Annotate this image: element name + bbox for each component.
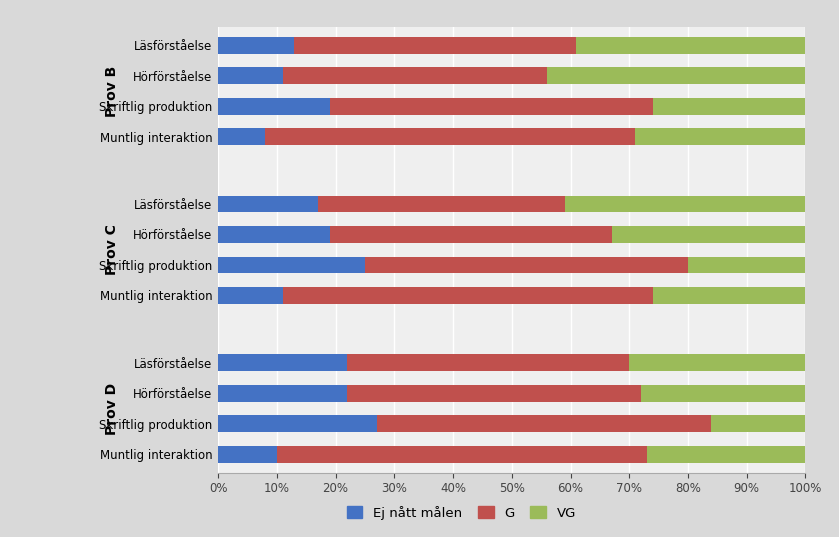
Bar xyxy=(629,354,805,371)
Bar xyxy=(565,195,805,212)
Bar xyxy=(347,354,629,371)
Bar xyxy=(330,226,612,243)
Bar xyxy=(711,415,805,432)
Bar xyxy=(377,415,711,432)
Bar xyxy=(218,195,318,212)
Bar xyxy=(347,385,641,402)
Bar xyxy=(635,128,805,145)
Bar xyxy=(330,98,653,114)
Bar xyxy=(218,226,330,243)
Bar xyxy=(218,37,294,54)
Bar xyxy=(265,128,635,145)
Bar xyxy=(218,67,283,84)
Bar xyxy=(294,37,576,54)
Bar xyxy=(277,446,647,463)
Bar xyxy=(653,98,805,114)
Bar xyxy=(647,446,805,463)
Bar xyxy=(547,67,805,84)
Bar xyxy=(218,415,377,432)
Text: Prov C: Prov C xyxy=(106,224,119,275)
Text: Prov D: Prov D xyxy=(106,382,119,434)
Bar xyxy=(653,287,805,304)
Bar xyxy=(283,287,653,304)
Bar xyxy=(688,257,805,273)
Bar xyxy=(576,37,805,54)
Bar xyxy=(218,354,347,371)
Text: Prov B: Prov B xyxy=(106,66,119,117)
Bar xyxy=(218,446,277,463)
Bar xyxy=(365,257,688,273)
Bar xyxy=(283,67,547,84)
Bar xyxy=(218,385,347,402)
Bar xyxy=(612,226,805,243)
Bar xyxy=(218,128,265,145)
Legend: Ej nått målen, G, VG: Ej nått målen, G, VG xyxy=(341,500,581,525)
Bar xyxy=(218,257,365,273)
Bar xyxy=(641,385,805,402)
Bar xyxy=(318,195,565,212)
Bar xyxy=(218,98,330,114)
Bar xyxy=(218,287,283,304)
